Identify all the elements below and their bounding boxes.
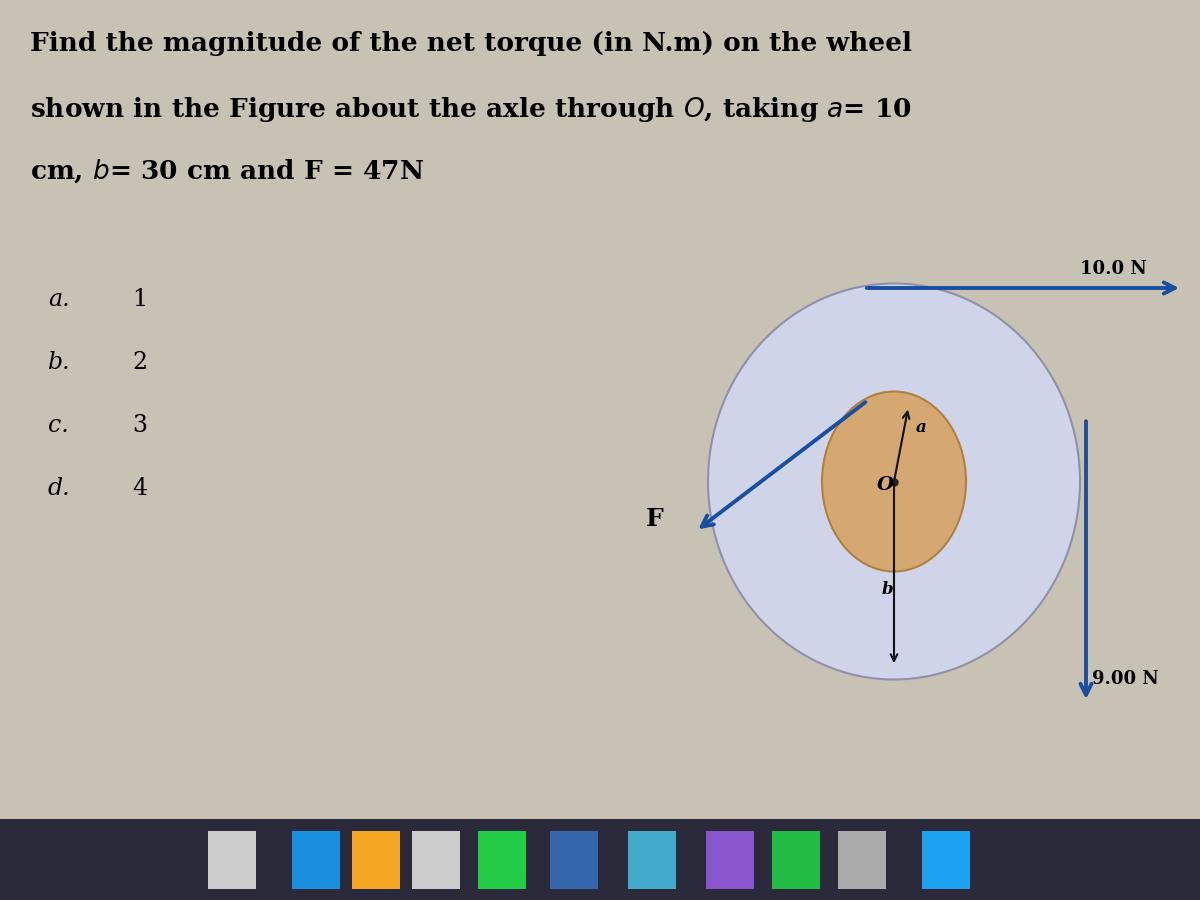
Text: a.: a. — [48, 288, 70, 311]
Text: 10.0 N: 10.0 N — [1080, 260, 1147, 278]
Bar — [0, 819, 1200, 900]
Text: Find the magnitude of the net torque (in N.m) on the wheel: Find the magnitude of the net torque (in… — [30, 32, 912, 57]
Bar — [550, 831, 598, 889]
Bar — [352, 831, 400, 889]
Bar — [772, 831, 820, 889]
Text: 2: 2 — [132, 351, 148, 374]
Text: cm, $b$= 30 cm and F = 47N: cm, $b$= 30 cm and F = 47N — [30, 158, 424, 185]
Text: 4: 4 — [132, 477, 148, 500]
Text: c.: c. — [48, 414, 68, 437]
Text: F: F — [646, 508, 664, 532]
Text: shown in the Figure about the axle through $O$, taking $a$= 10: shown in the Figure about the axle throu… — [30, 94, 912, 123]
Bar — [292, 831, 340, 889]
Bar — [208, 831, 256, 889]
Bar — [922, 831, 970, 889]
Bar — [478, 831, 526, 889]
Bar — [412, 831, 460, 889]
Text: 1: 1 — [132, 288, 148, 311]
Ellipse shape — [708, 284, 1080, 680]
Text: 3: 3 — [132, 414, 148, 437]
Bar — [838, 831, 886, 889]
Ellipse shape — [822, 392, 966, 572]
Bar — [628, 831, 676, 889]
Text: b.: b. — [48, 351, 71, 374]
Text: 9.00 N: 9.00 N — [1092, 670, 1159, 688]
Text: O: O — [877, 476, 894, 494]
Text: b: b — [882, 581, 894, 598]
Text: d.: d. — [48, 477, 71, 500]
Bar — [706, 831, 754, 889]
Text: a: a — [916, 419, 926, 436]
